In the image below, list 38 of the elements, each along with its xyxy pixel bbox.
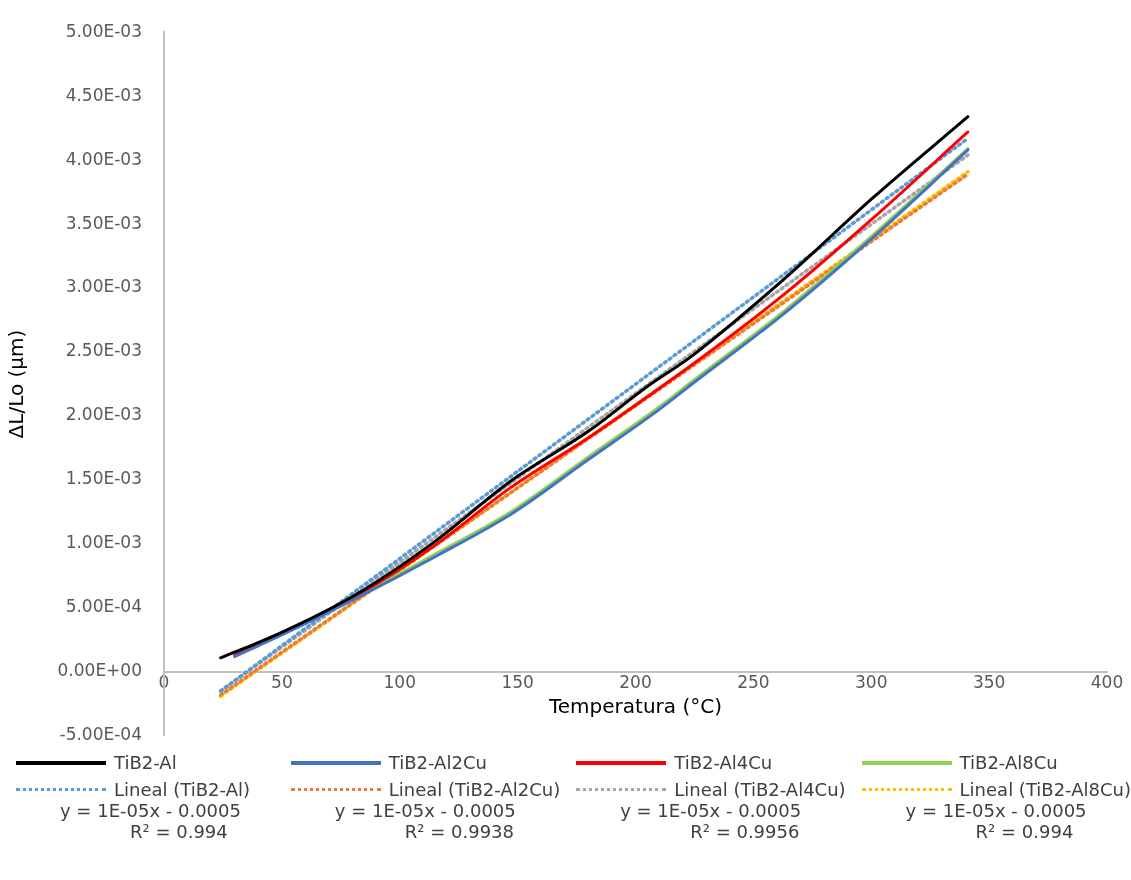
x-tick-label: 300 [855,672,888,693]
legend-label: TiB2-Al8Cu [959,752,1058,773]
text: R² = 0.994 [974,821,1075,842]
x-tick-label: 50 [271,672,293,693]
text: y = 1E-05x - 0.0005 [904,800,1088,821]
x-tick-label: 400 [1090,672,1124,693]
text: R² = 0.994 [129,821,229,842]
x-tick-label: 350 [972,672,1006,693]
legend-label: Lineal (TiB2-Al) [114,779,250,800]
legend-label: Lineal (TiB2-Al4Cu) [674,779,846,800]
y-tick-label: 2.50E-03 [65,340,142,361]
y-tick-label: 5.00E-03 [65,20,142,41]
y-axis-title: ΔL/Lo (µm) [4,329,29,439]
text: y = 1E-05x - 0.0005 [619,800,803,821]
text: R² = 0.9956 [689,821,801,842]
text: y = 1E-05x - 0.0005 [333,800,517,821]
x-tick-label: 250 [737,672,770,693]
y-tick-label: 4.00E-03 [65,148,142,169]
y-tick-label: 0.00E+00 [57,660,142,681]
legend-label: Lineal (TiB2-Al2Cu) [388,779,561,800]
text: R² = 0.9938 [403,821,515,842]
y-tick-label: 1.00E-03 [65,532,142,553]
y-tick-label: -5.00E-04 [59,724,142,745]
legend-label: TiB2-Al2Cu [388,752,487,773]
legend-label: TiB2-Al4Cu [674,752,773,773]
y-tick-label: 4.50E-03 [65,84,142,105]
legend-label: Lineal (TiB2-Al8Cu) [959,779,1131,800]
legend-label: TiB2-Al [114,752,177,773]
x-axis-title: Temperatura (°C) [547,694,723,719]
y-tick-label: 3.00E-03 [65,276,142,297]
x-tick-label: 100 [383,672,416,693]
y-tick-label: 2.00E-03 [65,404,142,425]
y-tick-label: 1.50E-03 [65,468,142,489]
text: y = 1E-05x - 0.0005 [59,800,242,821]
y-tick-label: 5.00E-04 [65,596,142,617]
y-tick-label: 3.50E-03 [65,212,142,233]
x-tick-label: 150 [501,672,534,693]
x-tick-label: 200 [619,672,652,693]
